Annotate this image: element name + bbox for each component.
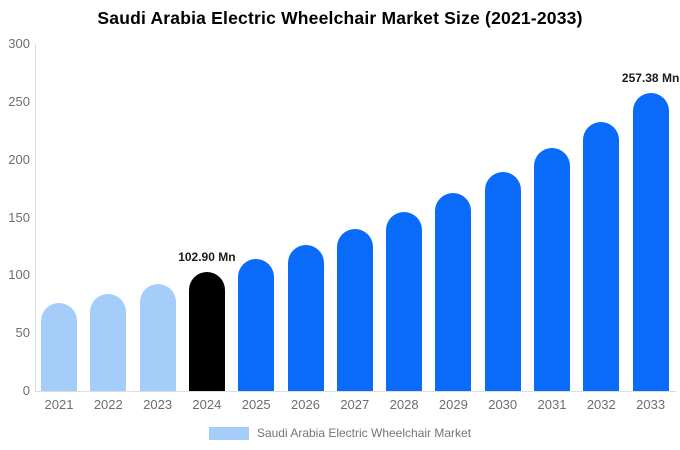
x-tick-label: 2029 bbox=[438, 397, 468, 412]
y-tick-label: 300 bbox=[8, 36, 30, 51]
x-tick-label: 2024 bbox=[192, 397, 222, 412]
bar-2022 bbox=[90, 293, 127, 391]
bar-2032 bbox=[583, 122, 620, 391]
x-tick-label: 2030 bbox=[488, 397, 518, 412]
bar-value-label: 257.38 Mn bbox=[621, 71, 680, 86]
bar-2023 bbox=[139, 283, 176, 391]
x-tick-label: 2021 bbox=[44, 397, 74, 412]
x-tick-label: 2023 bbox=[143, 397, 173, 412]
x-tick-label: 2033 bbox=[636, 397, 666, 412]
x-tick-label: 2028 bbox=[389, 397, 419, 412]
y-tick-label: 0 bbox=[22, 383, 30, 398]
chart-title: Saudi Arabia Electric Wheelchair Market … bbox=[97, 8, 583, 28]
y-tick-label: 50 bbox=[15, 325, 30, 341]
bar-2025 bbox=[238, 259, 275, 391]
x-tick-label: 2025 bbox=[241, 397, 271, 412]
bar-2030 bbox=[484, 171, 521, 391]
y-tick-label: 250 bbox=[8, 93, 30, 109]
y-axis-line bbox=[35, 44, 36, 392]
x-tick-label: 2031 bbox=[537, 397, 567, 412]
x-tick-label: 2026 bbox=[291, 397, 320, 412]
bar-2029 bbox=[435, 192, 472, 391]
bar-2028 bbox=[386, 212, 423, 391]
y-tick-label: 100 bbox=[8, 267, 30, 283]
bar-value-label: 102.90 Mn bbox=[178, 249, 236, 264]
y-tick-label: 150 bbox=[8, 209, 30, 225]
legend-label: Saudi Arabia Electric Wheelchair Market bbox=[256, 426, 472, 440]
bar-2026 bbox=[287, 245, 324, 391]
x-tick-label: 2032 bbox=[586, 397, 616, 412]
legend-swatch bbox=[208, 426, 249, 440]
bar-2027 bbox=[336, 229, 373, 391]
y-tick-label: 200 bbox=[8, 151, 30, 167]
bar-2031 bbox=[534, 148, 570, 391]
x-tick-label: 2027 bbox=[340, 397, 370, 412]
bar-2033 bbox=[632, 93, 669, 391]
x-tick-label: 2022 bbox=[93, 397, 123, 412]
bar-2024 bbox=[188, 271, 225, 391]
x-axis-line bbox=[35, 391, 676, 392]
bar-2021 bbox=[41, 303, 77, 391]
legend: Saudi Arabia Electric Wheelchair Market bbox=[0, 426, 680, 440]
